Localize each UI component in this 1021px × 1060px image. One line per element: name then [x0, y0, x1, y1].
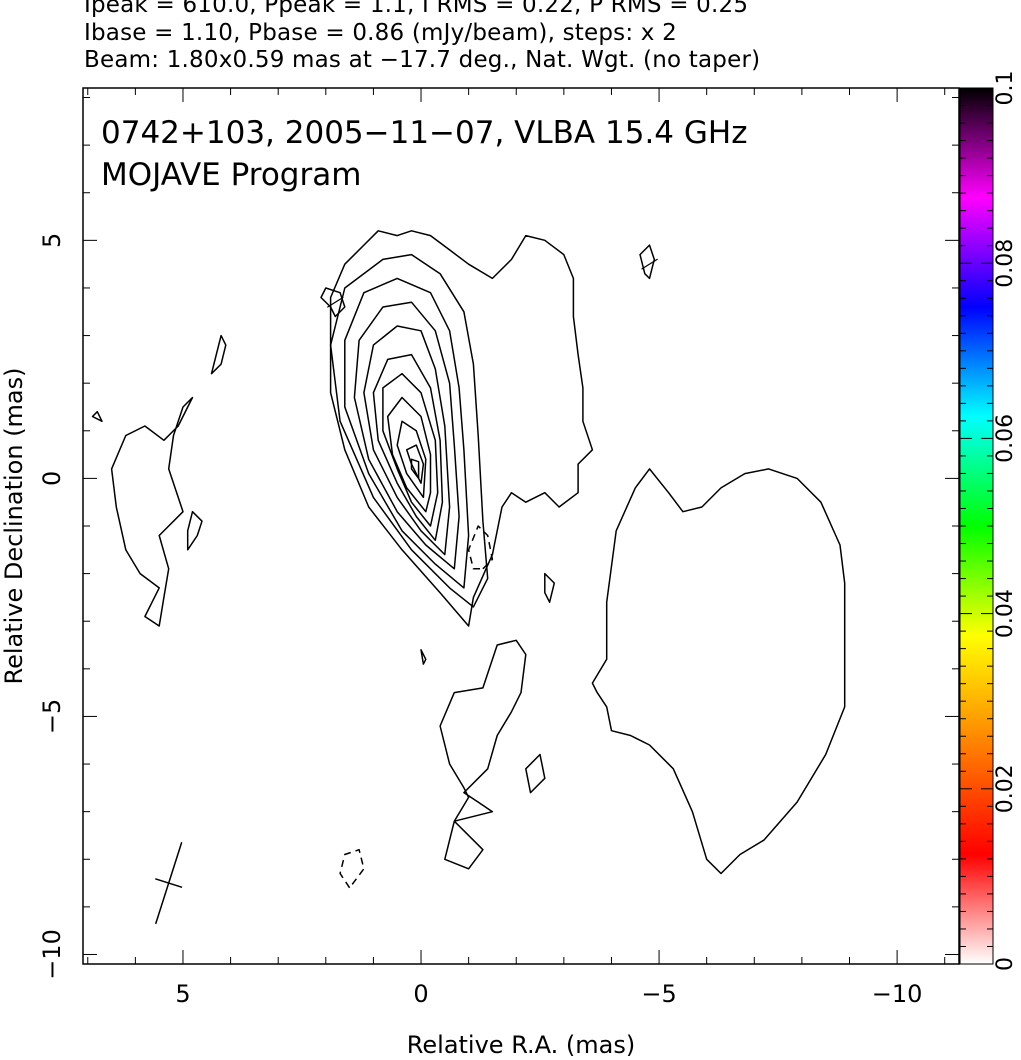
- colorbar-tick-label: 0.06: [993, 414, 1018, 463]
- header-line-2: Ibase = 1.10, Pbase = 0.86 (mJy/beam), s…: [84, 20, 677, 46]
- contour-negative-2: [339, 848, 365, 889]
- y-tick-label: 5: [38, 233, 66, 248]
- plot-frame: [82, 87, 960, 965]
- colorbar-tick-label: 0.1: [993, 71, 1018, 106]
- contour-core-level-3: [353, 301, 460, 570]
- contour-neg-north: [320, 287, 346, 318]
- x-tick-label: −10: [872, 980, 923, 1008]
- contour-east-north-small: [210, 334, 227, 375]
- contour-core-level-4: [363, 325, 451, 556]
- contour-lines: [91, 230, 846, 889]
- contour-cross: [327, 296, 344, 308]
- x-axis-label: Relative R.A. (mas): [407, 1031, 635, 1059]
- header-line-1: Ipeak = 610.0, Ppeak = 1.1, I RMS = 0.22…: [84, 0, 749, 18]
- contour-core-level-10: [410, 458, 420, 480]
- y-axis-label: Relative Declination (mas): [0, 367, 28, 684]
- x-tick-label: 5: [175, 980, 190, 1008]
- contour-core-level-6: [382, 372, 439, 527]
- axis-ticks: 5 0 −5 −10 5 0 −5 −10 0 0.02 0.04 0.06 0.08 0.1: [38, 71, 1018, 1009]
- contour-east-small: [186, 510, 203, 551]
- contour-east-blob: [110, 396, 194, 627]
- contour-west-big: [591, 468, 846, 875]
- contour-far-east-small: [91, 410, 103, 423]
- contour-south-dot: [420, 649, 427, 665]
- x-tick-label: −5: [641, 980, 676, 1008]
- contour-south-small: [525, 753, 546, 794]
- colorbar-tick-label: 0.02: [993, 764, 1018, 813]
- chart-subtitle: MOJAVE Program: [101, 157, 361, 193]
- colorbar-tick-label: 0: [993, 957, 1018, 971]
- contour-negative-1: [467, 525, 494, 570]
- contour-core-level-2: [344, 277, 470, 589]
- contour-core-level-7: [386, 396, 432, 513]
- x-tick-label: 0: [413, 980, 428, 1008]
- contour-neg-west: [639, 244, 656, 280]
- beam-marker: [154, 842, 183, 925]
- y-tick-label: 0: [38, 471, 66, 486]
- y-tick-label: −5: [38, 699, 66, 734]
- contour-south-tiny: [544, 572, 556, 603]
- header-line-3: Beam: 1.80x0.59 mas at −17.7 deg., Nat. …: [84, 47, 761, 73]
- y-tick-label: −10: [38, 929, 66, 980]
- contour-south-blob: [439, 639, 527, 870]
- colorbar-tick-label: 0.04: [993, 589, 1018, 638]
- contour-core-level-9: [405, 444, 425, 484]
- contour-core-level-1: [329, 253, 489, 608]
- beam-minor-axis: [155, 878, 183, 889]
- chart-title: 0742+103, 2005−11−07, VLBA 15.4 GHz: [101, 115, 747, 151]
- contour-cross: [641, 258, 658, 270]
- contour-outer-envelope: [329, 230, 594, 627]
- contour-core-level-5: [372, 353, 444, 542]
- contour-core-level-8: [396, 420, 427, 499]
- colorbar-tick-label: 0.08: [993, 239, 1018, 288]
